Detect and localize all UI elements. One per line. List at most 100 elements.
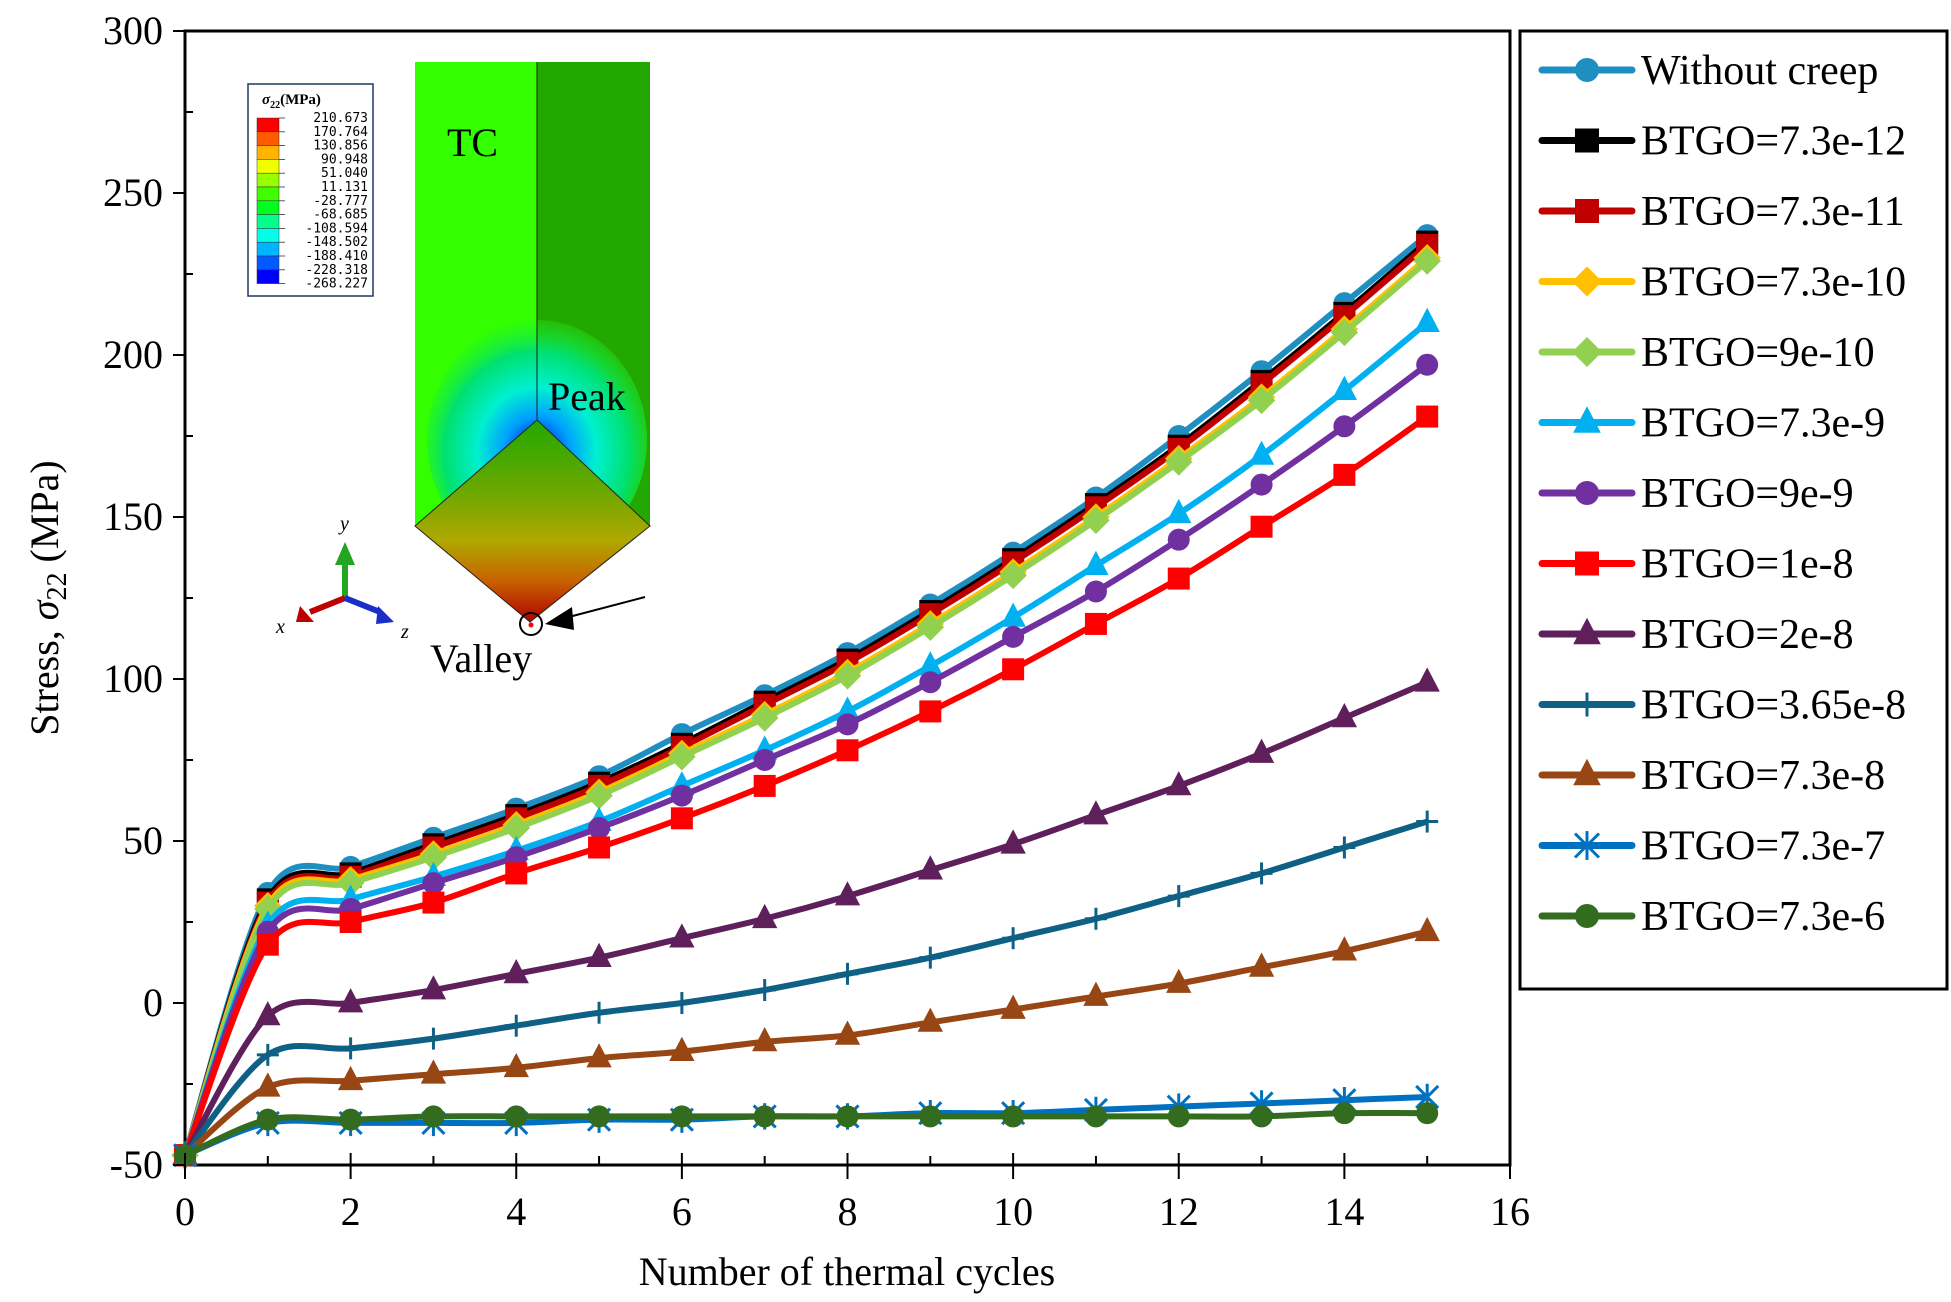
data-point bbox=[834, 881, 861, 906]
data-point bbox=[917, 1007, 943, 1032]
series-layer bbox=[171, 224, 1441, 1170]
legend-marker bbox=[1575, 904, 1599, 928]
legend-marker bbox=[1572, 266, 1602, 297]
colorbar-label: 210.673 bbox=[313, 111, 368, 126]
data-point bbox=[1333, 1102, 1356, 1125]
data-point bbox=[836, 739, 859, 762]
colorbar-swatches bbox=[256, 117, 280, 284]
y-tick-label: -50 bbox=[110, 1142, 163, 1187]
colorbar-label: -28.777 bbox=[313, 194, 368, 209]
label-valley: Valley bbox=[430, 636, 532, 681]
data-point bbox=[1083, 800, 1109, 825]
y-tick-label: 250 bbox=[103, 170, 163, 215]
colorbar-label: -188.410 bbox=[305, 249, 368, 264]
colorbar-swatch bbox=[256, 145, 280, 160]
colorbar-swatch bbox=[256, 172, 280, 188]
data-point bbox=[505, 1105, 528, 1128]
data-point bbox=[834, 696, 861, 721]
legend-label: BTGO=7.3e-12 bbox=[1641, 119, 1906, 165]
legend-label: BTGO=7.3e-7 bbox=[1641, 824, 1885, 870]
colorbar-label: 130.856 bbox=[313, 139, 368, 154]
data-point bbox=[750, 704, 779, 732]
colorbar-swatch bbox=[256, 131, 280, 146]
colorbar-label: -68.685 bbox=[313, 208, 368, 223]
data-point bbox=[1167, 885, 1190, 908]
data-point bbox=[420, 1059, 447, 1084]
valley-marker bbox=[519, 612, 543, 636]
legend-marker bbox=[1573, 831, 1601, 860]
legend-marker bbox=[1575, 128, 1599, 153]
colorbar-swatch bbox=[256, 159, 280, 174]
colorbar-label: -148.502 bbox=[305, 235, 368, 250]
x-tick-label: 12 bbox=[1159, 1189, 1199, 1234]
y-tick-label: 100 bbox=[103, 656, 163, 701]
data-point bbox=[1247, 386, 1276, 415]
data-point bbox=[670, 992, 693, 1014]
data-point bbox=[422, 1027, 445, 1050]
plot-area bbox=[183, 29, 1512, 1167]
data-point bbox=[669, 1036, 695, 1061]
data-point bbox=[919, 700, 942, 723]
colorbar-swatch bbox=[256, 241, 280, 257]
colorbar-label: -108.594 bbox=[305, 221, 368, 236]
data-point bbox=[586, 942, 612, 967]
data-point bbox=[502, 814, 530, 842]
data-point bbox=[1331, 936, 1358, 961]
colorbar-swatch bbox=[256, 255, 280, 271]
axis-label-y: y bbox=[338, 513, 349, 535]
data-point bbox=[422, 891, 445, 914]
x-axis-title: Number of thermal cycles bbox=[639, 1249, 1056, 1294]
legend-marker bbox=[1573, 617, 1601, 645]
legend-item: BTGO=7.3e-11 bbox=[1538, 189, 1905, 235]
data-point bbox=[1002, 625, 1025, 648]
legend-item: BTGO=7.3e-8 bbox=[1538, 753, 1885, 799]
colorbar-swatch bbox=[256, 214, 280, 229]
data-point bbox=[1166, 968, 1192, 993]
data-point bbox=[1166, 498, 1192, 524]
data-point bbox=[1248, 440, 1275, 465]
data-point bbox=[1331, 375, 1358, 400]
legend-label: BTGO=9e-10 bbox=[1641, 330, 1875, 376]
colorbar-labels: 210.673170.764130.85690.94851.04011.131-… bbox=[279, 111, 368, 292]
legend-item: BTGO=7.3e-12 bbox=[1538, 119, 1906, 165]
model-bottom bbox=[414, 419, 651, 623]
series-btgo-7-3e-7 bbox=[172, 1083, 1440, 1169]
legend-marker bbox=[1575, 481, 1599, 505]
legend-marker bbox=[1572, 337, 1602, 367]
series-btgo-7-3e-6 bbox=[174, 1102, 1439, 1167]
series-line bbox=[183, 1109, 1428, 1159]
data-point bbox=[339, 911, 362, 933]
data-point bbox=[836, 1105, 859, 1128]
data-point bbox=[1084, 907, 1107, 930]
data-point bbox=[1333, 463, 1356, 486]
data-point bbox=[1166, 771, 1192, 796]
data-point bbox=[1000, 829, 1026, 854]
data-point bbox=[1083, 981, 1109, 1006]
data-point bbox=[999, 561, 1027, 590]
data-point bbox=[588, 1001, 611, 1024]
data-point bbox=[669, 923, 695, 948]
data-point bbox=[1248, 952, 1275, 977]
axis-label-x: x bbox=[275, 616, 285, 638]
data-point bbox=[255, 1001, 281, 1026]
series-line bbox=[183, 1093, 1428, 1159]
series-btgo-9e-10 bbox=[171, 247, 1441, 1170]
data-point bbox=[1084, 612, 1107, 635]
data-point bbox=[670, 784, 693, 807]
x-tick-label: 0 bbox=[175, 1189, 195, 1234]
legend: Without creep BTGO=7.3e-12 BTGO=7.3e-11 BTG… bbox=[1518, 29, 1949, 991]
data-point bbox=[256, 933, 279, 956]
data-point bbox=[1416, 810, 1439, 833]
colorbar-swatch bbox=[256, 228, 280, 243]
data-point bbox=[1084, 580, 1107, 603]
axis-label-z: z bbox=[400, 621, 409, 643]
data-point bbox=[1250, 515, 1273, 538]
data-point bbox=[1167, 567, 1190, 590]
legend-item: BTGO=7.3e-10 bbox=[1538, 260, 1906, 306]
data-point bbox=[919, 671, 942, 694]
legend-item: BTGO=1e-8 bbox=[1538, 542, 1854, 588]
data-point bbox=[1167, 1105, 1190, 1128]
data-point bbox=[1331, 703, 1358, 728]
legend-marker bbox=[1575, 58, 1599, 82]
data-point bbox=[1248, 738, 1275, 763]
